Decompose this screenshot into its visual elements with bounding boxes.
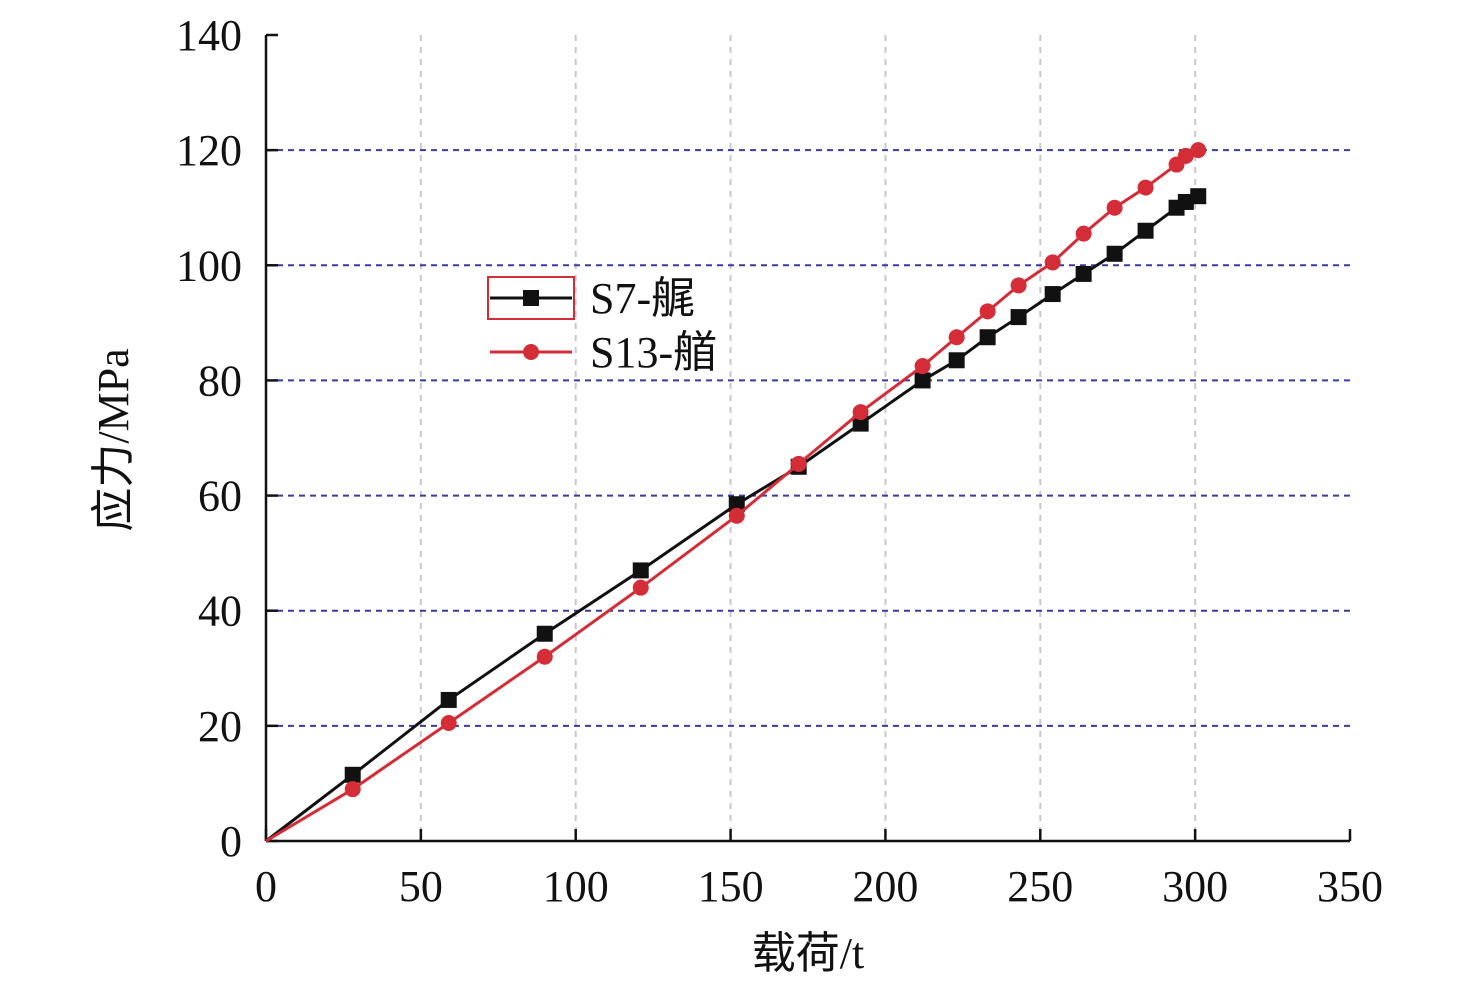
series-1-point-8	[914, 358, 931, 375]
legend-marker-1	[523, 344, 539, 360]
series-1	[265, 142, 1207, 843]
series-0-point-15	[1137, 222, 1154, 239]
series-1-point-14	[1106, 199, 1123, 216]
series-1-point-4	[632, 579, 649, 596]
series-0-point-10	[979, 329, 996, 346]
series-layer	[265, 142, 1207, 843]
series-0-point-3	[536, 625, 553, 642]
legend-marker-0	[523, 290, 539, 306]
series-1-point-7	[852, 404, 869, 421]
series-1-point-5	[728, 507, 745, 524]
series-0	[265, 188, 1207, 843]
series-0-point-7	[852, 415, 869, 432]
y-tick-label-60: 60	[198, 472, 242, 521]
series-0-point-17	[1177, 193, 1194, 210]
y-tick-label-80: 80	[198, 356, 242, 405]
x-tick-label-350: 350	[1317, 862, 1383, 911]
series-0-point-11	[1010, 309, 1027, 326]
y-tick-label-140: 140	[176, 11, 242, 60]
series-1-point-12	[1044, 254, 1061, 271]
x-tick-label-200: 200	[852, 862, 918, 911]
series-1-point-9	[948, 329, 965, 346]
axes	[264, 33, 1352, 843]
series-1-point-13	[1075, 225, 1092, 242]
series-0-point-18	[1190, 188, 1207, 205]
x-tick-label-300: 300	[1162, 862, 1228, 911]
series-1-point-11	[1010, 277, 1027, 294]
legend-label-0: S7-艉	[590, 274, 695, 323]
series-0-point-12	[1044, 286, 1061, 303]
y-tick-label-120: 120	[176, 126, 242, 175]
x-tick-label-250: 250	[1007, 862, 1073, 911]
y-axis-title: 应力/MPa	[89, 348, 138, 531]
series-0-point-5	[728, 496, 745, 513]
x-axis-title: 载荷/t	[752, 929, 864, 978]
series-0-point-2	[440, 691, 457, 708]
x-tick-label-50: 50	[399, 862, 443, 911]
series-1-point-18	[1190, 142, 1207, 159]
series-0-point-14	[1106, 245, 1123, 262]
series-1-point-2	[440, 714, 457, 731]
series-1-point-6	[790, 455, 807, 472]
series-1-point-1	[344, 781, 361, 798]
legend-box	[487, 276, 575, 320]
series-1-point-10	[979, 303, 996, 320]
series-1-point-17	[1177, 147, 1194, 164]
series-0-point-4	[632, 562, 649, 579]
series-1-point-15	[1137, 179, 1154, 196]
x-tick-label-100: 100	[543, 862, 609, 911]
series-0-point-1	[344, 766, 361, 783]
series-0-point-9	[948, 352, 965, 369]
series-1-point-3	[536, 648, 553, 665]
y-tick-label-0: 0	[220, 817, 242, 866]
y-tick-label-100: 100	[176, 241, 242, 290]
tick-labels: 0 50 100 150 200 250 300 350 0 20 40 60 80 100 120 140	[176, 11, 1383, 911]
legend: S7-艉 S13-艏	[487, 274, 717, 377]
x-tick-label-150: 150	[698, 862, 764, 911]
y-tick-label-20: 20	[198, 702, 242, 751]
y-tick-label-40: 40	[198, 587, 242, 636]
series-0-point-13	[1075, 265, 1092, 282]
series-0-point-8	[914, 372, 931, 389]
legend-label-1: S13-艏	[590, 328, 717, 377]
x-tick-label-0: 0	[255, 862, 277, 911]
